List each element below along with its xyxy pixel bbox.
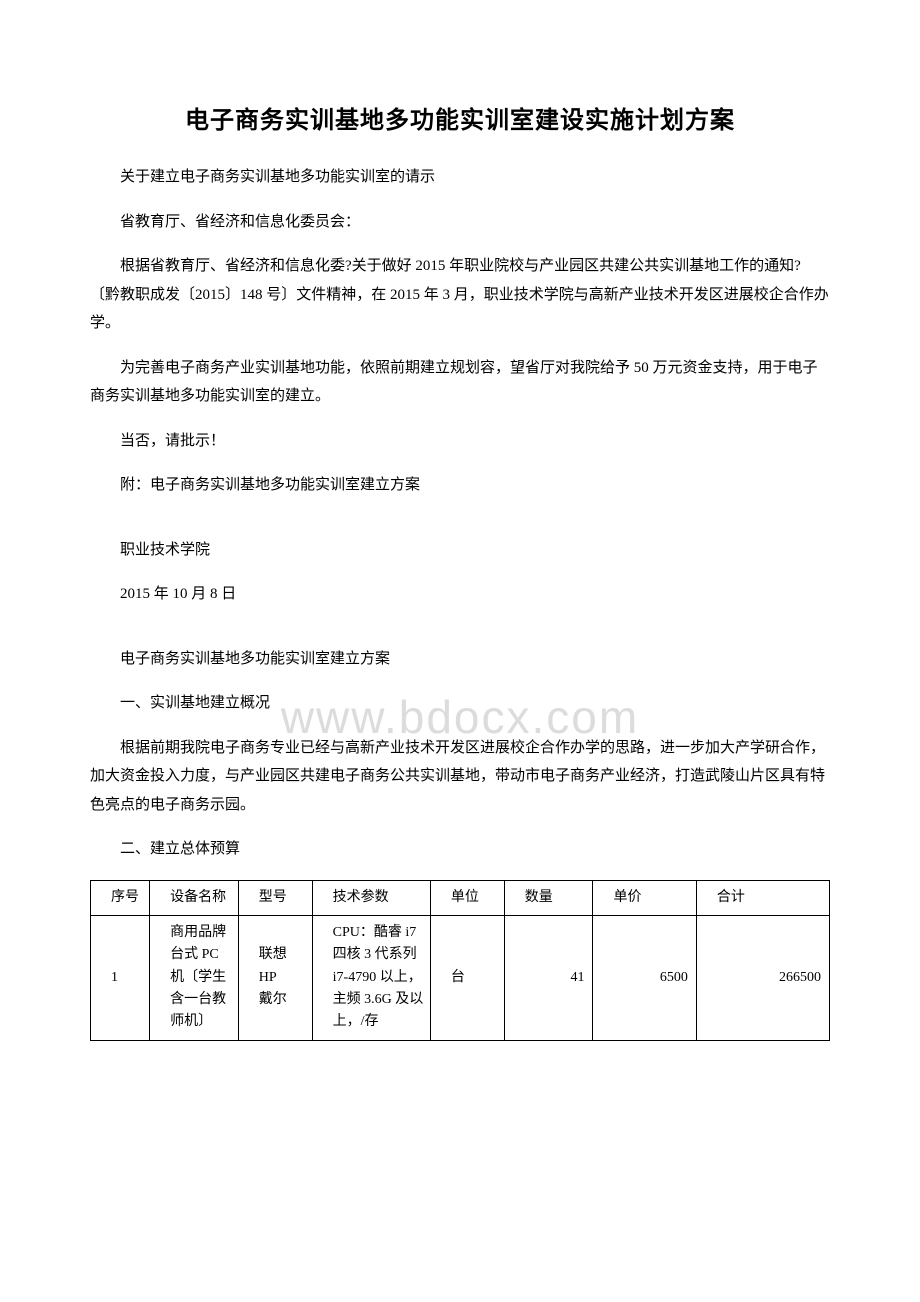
th-price: 单价 <box>593 880 696 915</box>
budget-table: 序号 设备名称 型号 技术参数 单位 数量 单价 合计 1 商用品牌台式 PC … <box>90 880 830 1041</box>
cell-total: 266500 <box>696 915 829 1040</box>
paragraph-attach-title: 电子商务实训基地多功能实训室建立方案 <box>90 645 830 674</box>
paragraph-attachment: 附：电子商务实训基地多功能实训室建立方案 <box>90 471 830 500</box>
paragraph-subject: 关于建立电子商务实训基地多功能实训室的请示 <box>90 163 830 192</box>
paragraph-date: 2015 年 10 月 8 日 <box>90 580 830 609</box>
th-unit: 单位 <box>430 880 504 915</box>
cell-seq: 1 <box>91 915 150 1040</box>
th-qty: 数量 <box>504 880 593 915</box>
cell-qty: 41 <box>504 915 593 1040</box>
paragraph-approval: 当否，请批示！ <box>90 427 830 456</box>
paragraph-body-1: 根据省教育厅、省经济和信息化委?关于做好 2015 年职业院校与产业园区共建公共… <box>90 252 830 338</box>
paragraph-sender: 职业技术学院 <box>90 536 830 565</box>
section-1-heading: 一、实训基地建立概况 <box>90 689 830 718</box>
th-name: 设备名称 <box>150 880 239 915</box>
document-content: 电子商务实训基地多功能实训室建设实施计划方案 关于建立电子商务实训基地多功能实训… <box>90 100 830 1041</box>
th-spec: 技术参数 <box>312 880 430 915</box>
cell-unit: 台 <box>430 915 504 1040</box>
cell-spec: CPU：酷睿 i7 四核 3 代系列 i7-4790 以上，主频 3.6G 及以… <box>312 915 430 1040</box>
paragraph-body-2: 为完善电子商务产业实训基地功能，依照前期建立规划容，望省厅对我院给予 50 万元… <box>90 354 830 411</box>
cell-model: 联想 HP 戴尔 <box>238 915 312 1040</box>
document-title: 电子商务实训基地多功能实训室建设实施计划方案 <box>90 100 830 135</box>
cell-name: 商用品牌台式 PC 机〔学生含一台教师机〕 <box>150 915 239 1040</box>
th-seq: 序号 <box>91 880 150 915</box>
cell-price: 6500 <box>593 915 696 1040</box>
section-1-body: 根据前期我院电子商务专业已经与高新产业技术开发区进展校企合作办学的思路，进一步加… <box>90 734 830 820</box>
section-2-heading: 二、建立总体预算 <box>90 835 830 864</box>
th-total: 合计 <box>696 880 829 915</box>
table-row: 1 商用品牌台式 PC 机〔学生含一台教师机〕 联想 HP 戴尔 CPU：酷睿 … <box>91 915 830 1040</box>
table-header-row: 序号 设备名称 型号 技术参数 单位 数量 单价 合计 <box>91 880 830 915</box>
paragraph-addressee: 省教育厅、省经济和信息化委员会： <box>90 208 830 237</box>
th-model: 型号 <box>238 880 312 915</box>
